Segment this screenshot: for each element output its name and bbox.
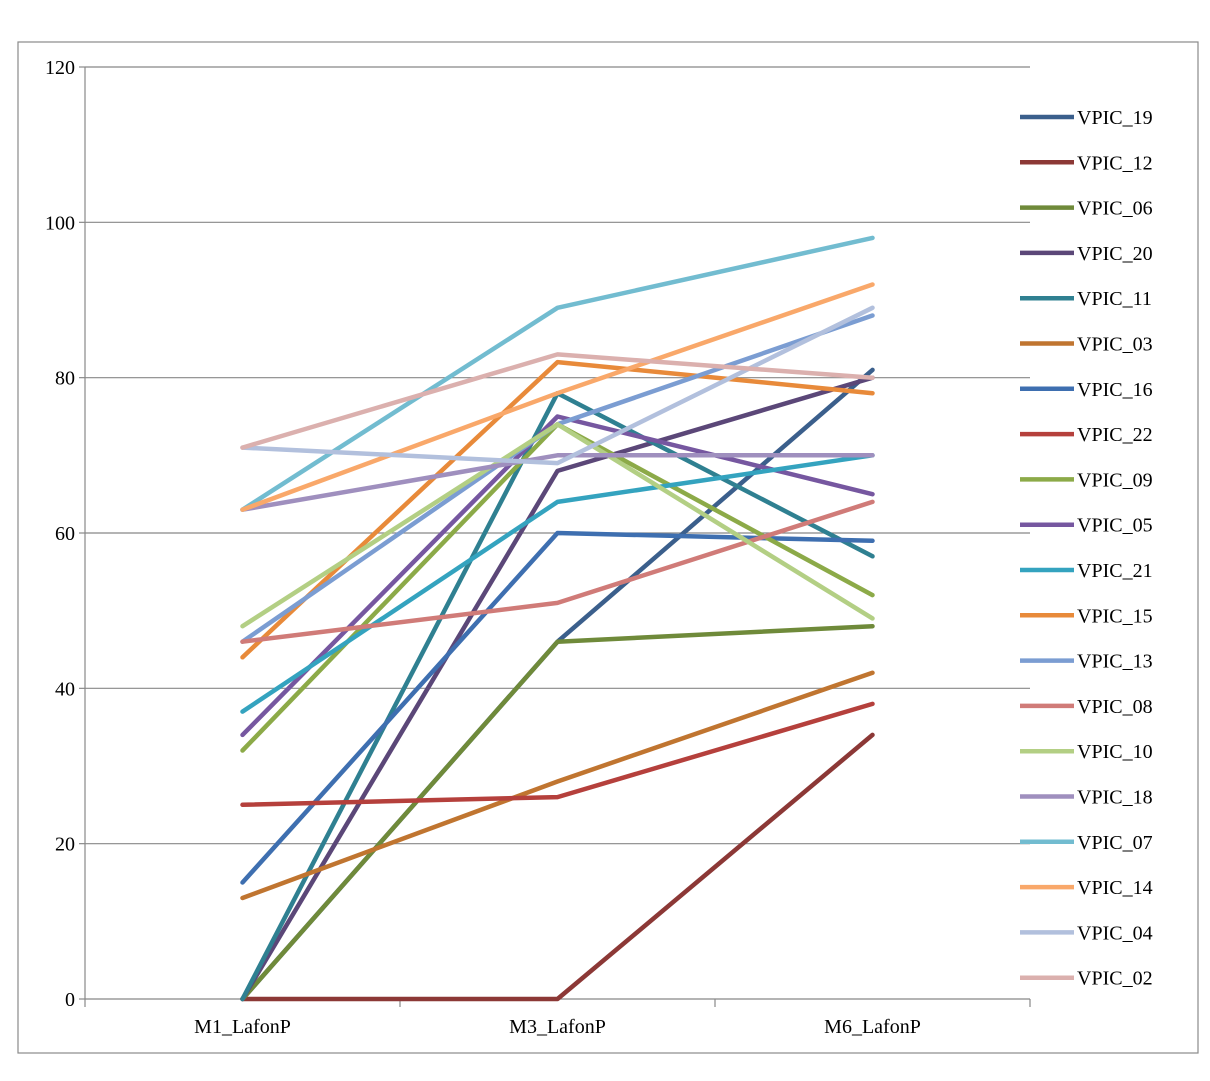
x-axis-tick-labels: M1_LafonP M3_LafonP M6_LafonP (194, 1016, 921, 1038)
legend-label: VPIC_16 (1077, 379, 1153, 401)
legend-label: VPIC_03 (1077, 334, 1153, 356)
y-axis-tick-labels: 0 20 40 60 80 100 120 (45, 57, 75, 1011)
y-tick-label: 80 (55, 368, 75, 390)
series-line-vpic-20 (240, 375, 875, 1002)
legend-label: VPIC_19 (1077, 107, 1153, 129)
legend: VPIC_19 VPIC_12 VPIC_06 VPIC_20 VPIC_11 VPIC_… (1020, 107, 1153, 990)
legend-label: VPIC_10 (1077, 741, 1153, 763)
series-line-vpic-06 (240, 623, 875, 1002)
legend-label: VPIC_20 (1077, 243, 1153, 265)
series-line-vpic-04 (240, 305, 875, 466)
legend-label: VPIC_14 (1077, 877, 1153, 899)
legend-label: VPIC_12 (1077, 152, 1153, 174)
legend-label: VPIC_13 (1077, 651, 1153, 673)
legend-label: VPIC_22 (1077, 424, 1153, 446)
legend-label: VPIC_18 (1077, 787, 1153, 809)
legend-label: VPIC_04 (1077, 922, 1153, 944)
legend-label: VPIC_15 (1077, 605, 1153, 627)
legend-label: VPIC_21 (1077, 560, 1153, 582)
series-line-vpic-08 (240, 499, 875, 644)
legend-label: VPIC_08 (1077, 696, 1153, 718)
y-tick-label: 0 (65, 989, 75, 1011)
series-line-vpic-10 (240, 422, 875, 629)
y-tick-label: 120 (45, 57, 75, 79)
x-tick-label: M6_LafonP (824, 1016, 921, 1038)
series-line-vpic-12 (240, 732, 875, 1002)
legend-label: VPIC_06 (1077, 198, 1153, 220)
series-line-vpic-07 (240, 235, 875, 512)
series-line-vpic-22 (240, 701, 875, 808)
series-line-vpic-02 (240, 352, 875, 450)
y-tick-label: 40 (55, 678, 75, 700)
legend-label: VPIC_05 (1077, 515, 1153, 537)
y-tick-label: 20 (55, 834, 75, 856)
series-line-vpic-18 (240, 453, 875, 512)
series-line-vpic-14 (240, 282, 875, 512)
x-tick-label: M3_LafonP (509, 1016, 606, 1038)
series-lines (240, 235, 875, 1002)
legend-label: VPIC_09 (1077, 469, 1153, 491)
legend-label: VPIC_02 (1077, 968, 1153, 990)
chart-frame (17, 41, 1199, 1054)
legend-label: VPIC_11 (1077, 288, 1152, 310)
series-line-vpic-03 (240, 670, 875, 901)
legend-label: VPIC_07 (1077, 832, 1153, 854)
series-line-vpic-21 (240, 453, 875, 714)
x-tick-label: M1_LafonP (194, 1016, 291, 1038)
y-tick-label: 60 (55, 523, 75, 545)
y-tick-label: 100 (45, 212, 75, 234)
